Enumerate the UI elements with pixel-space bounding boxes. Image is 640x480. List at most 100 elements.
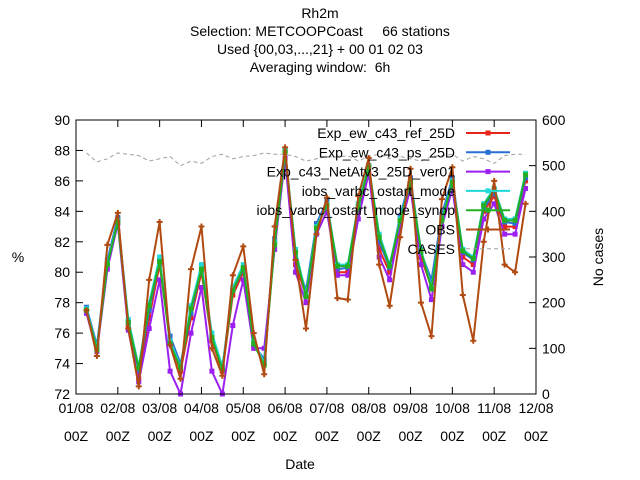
y2-tick-label-3: 300 bbox=[542, 249, 566, 265]
data-point-iobs-varbc-ostart-mode-synop-29 bbox=[387, 263, 393, 269]
data-point-exp-c43-netatv3-25d-ver01-30 bbox=[397, 224, 403, 230]
data-point-exp-c43-netatv3-25d-ver01-6 bbox=[146, 326, 152, 332]
data-point-obs-29 bbox=[386, 302, 393, 309]
data-point-exp-c43-netatv3-25d-ver01-25 bbox=[345, 272, 351, 278]
y-tick-label-7: 86 bbox=[54, 173, 70, 189]
x-tick-label-date-1: 02/08 bbox=[100, 400, 135, 416]
data-point-exp-c43-netatv3-25d-ver01-24 bbox=[334, 272, 340, 278]
series-obs bbox=[83, 144, 529, 390]
data-point-obs-7 bbox=[156, 218, 163, 225]
legend-marker-iobs-varbc-ostart-mode-synop bbox=[485, 207, 491, 213]
data-point-obs-0 bbox=[83, 307, 90, 314]
y-tick-label-8: 88 bbox=[54, 142, 70, 158]
data-point-obs-33 bbox=[428, 333, 435, 340]
x-tick-label-date-10: 11/08 bbox=[477, 400, 511, 416]
data-point-exp-c43-netatv3-25d-ver01-40 bbox=[502, 231, 508, 237]
data-point-exp-ew-c43-ref-25d-36 bbox=[460, 254, 466, 260]
y-tick-label-3: 78 bbox=[54, 295, 70, 311]
data-point-iobs-varbc-ostart-mode-synop-11 bbox=[198, 266, 204, 272]
x-tick-label-date-2: 03/08 bbox=[142, 400, 177, 416]
data-point-exp-c43-netatv3-25d-ver01-29 bbox=[387, 277, 393, 283]
legend-label-iobs-varbc-ostart-mode-synop: iobs_varbc_ostart_mode_synop bbox=[257, 202, 456, 218]
data-point-obs-28 bbox=[376, 261, 383, 268]
data-point-obs-20 bbox=[292, 257, 299, 264]
data-point-exp-c43-netatv3-25d-ver01-20 bbox=[293, 269, 299, 275]
y-tick-label-2: 76 bbox=[54, 325, 70, 341]
y-axis-label: % bbox=[12, 249, 24, 265]
legend-label-exp-c43-netatv3-25d-ver01: Exp_c43_NetAtv3_25D_ver01 bbox=[267, 164, 456, 180]
data-point-iobs-varbc-ostart-mode-synop-21 bbox=[303, 294, 309, 300]
data-point-obs-4 bbox=[125, 325, 132, 332]
data-point-obs-36 bbox=[459, 292, 466, 299]
data-point-exp-ew-c43-ref-25d-6 bbox=[146, 315, 152, 321]
data-point-iobs-varbc-ostart-mode-synop-10 bbox=[188, 306, 194, 312]
data-point-exp-c43-netatv3-25d-ver01-38 bbox=[481, 216, 487, 222]
data-point-iobs-varbc-ostart-mode-synop-25 bbox=[345, 263, 351, 269]
data-point-obs-2 bbox=[104, 241, 111, 248]
legend-label-exp-ew-c43-ps-25d: Exp_ew_c43_ps_25D bbox=[319, 144, 455, 160]
legend-marker-obs bbox=[485, 226, 491, 233]
x-tick-label-date-3: 04/08 bbox=[184, 400, 219, 416]
data-point-obs-24 bbox=[334, 295, 341, 302]
x-tick-label-hour-9: 00Z bbox=[440, 428, 465, 444]
x-tick-label-hour-1: 00Z bbox=[106, 428, 131, 444]
data-point-exp-ew-c43-ps-25d-39 bbox=[491, 190, 497, 196]
data-point-exp-c43-netatv3-25d-ver01-16 bbox=[251, 345, 257, 351]
y2-axis-label: No cases bbox=[590, 228, 606, 286]
data-point-exp-ew-c43-ps-25d-41 bbox=[512, 221, 518, 227]
legend-label-iobs-varbc-ostart-mode: iobs_varbc_ostart_mode bbox=[302, 183, 456, 199]
data-point-exp-ew-c43-ps-25d-34 bbox=[439, 211, 445, 217]
data-point-obs-26 bbox=[355, 193, 362, 200]
x-tick-label-hour-11: 00Z bbox=[524, 428, 549, 444]
chart-title-line-1: Rh2m bbox=[301, 5, 339, 21]
legend-label-exp-ew-c43-ref-25d: Exp_ew_c43_ref_25D bbox=[317, 125, 455, 141]
legend-marker-exp-ew-c43-ps-25d bbox=[485, 149, 491, 155]
data-point-iobs-varbc-ostart-mode-synop-40 bbox=[502, 217, 508, 223]
y2-tick-label-0: 0 bbox=[542, 386, 550, 402]
chart-title-line-4: Averaging window: 6h bbox=[249, 59, 391, 75]
data-point-obs-10 bbox=[188, 266, 194, 273]
y2-tick-label-6: 600 bbox=[542, 112, 566, 128]
data-point-obs-18 bbox=[271, 223, 278, 230]
x-tick-label-hour-3: 00Z bbox=[189, 428, 214, 444]
data-point-iobs-varbc-ostart-mode-synop-36 bbox=[460, 248, 466, 254]
data-point-exp-ew-c43-ps-25d-22 bbox=[313, 221, 319, 227]
data-point-iobs-varbc-ostart-mode-synop-7 bbox=[157, 259, 163, 265]
legend-label-obs: OBS bbox=[425, 222, 455, 238]
data-point-iobs-varbc-ostart-mode-synop-5 bbox=[136, 365, 142, 371]
data-point-iobs-varbc-ostart-mode-synop-30 bbox=[397, 217, 403, 223]
x-tick-label-date-7: 08/08 bbox=[351, 400, 386, 416]
data-point-obs-38 bbox=[480, 238, 487, 245]
x-tick-label-hour-4: 00Z bbox=[231, 428, 256, 444]
data-point-exp-c43-netatv3-25d-ver01-42 bbox=[523, 186, 529, 191]
data-point-iobs-varbc-ostart-mode-synop-2 bbox=[104, 262, 110, 268]
data-point-exp-c43-netatv3-25d-ver01-7 bbox=[157, 277, 163, 283]
data-point-iobs-varbc-ostart-mode-synop-31 bbox=[408, 179, 414, 185]
y-tick-label-1: 74 bbox=[54, 356, 70, 372]
data-point-exp-c43-netatv3-25d-ver01-32 bbox=[418, 262, 424, 268]
data-point-obs-39 bbox=[491, 177, 498, 184]
x-tick-label-hour-7: 00Z bbox=[357, 428, 382, 444]
data-point-obs-14 bbox=[229, 272, 236, 279]
data-point-obs-27 bbox=[365, 155, 372, 162]
y-tick-label-9: 90 bbox=[54, 112, 70, 128]
series-line-cases bbox=[86, 152, 526, 167]
data-point-obs-8 bbox=[167, 342, 174, 349]
data-point-iobs-varbc-ostart-mode-synop-22 bbox=[313, 225, 319, 231]
x-tick-label-date-6: 07/08 bbox=[309, 400, 344, 416]
data-point-exp-ew-c43-ps-25d-5 bbox=[136, 368, 142, 374]
x-tick-label-hour-8: 00Z bbox=[398, 428, 423, 444]
data-point-obs-23 bbox=[323, 194, 330, 201]
data-point-exp-c43-netatv3-25d-ver01-36 bbox=[460, 262, 466, 268]
data-point-obs-9 bbox=[177, 375, 184, 382]
data-point-exp-c43-netatv3-25d-ver01-8 bbox=[167, 368, 173, 374]
data-point-iobs-varbc-ostart-mode-synop-42 bbox=[523, 172, 529, 178]
data-point-exp-c43-netatv3-25d-ver01-17 bbox=[261, 345, 267, 351]
data-point-exp-c43-netatv3-25d-ver01-15 bbox=[240, 277, 246, 283]
x-tick-label-date-11: 12/08 bbox=[518, 400, 553, 416]
data-point-obs-25 bbox=[344, 296, 351, 303]
data-point-exp-ew-c43-ps-25d-28 bbox=[376, 239, 382, 245]
legend-marker-iobs-varbc-ostart-mode bbox=[485, 188, 491, 194]
x-tick-label-hour-10: 00Z bbox=[482, 428, 507, 444]
data-point-exp-ew-c43-ref-25d-39 bbox=[491, 193, 497, 199]
